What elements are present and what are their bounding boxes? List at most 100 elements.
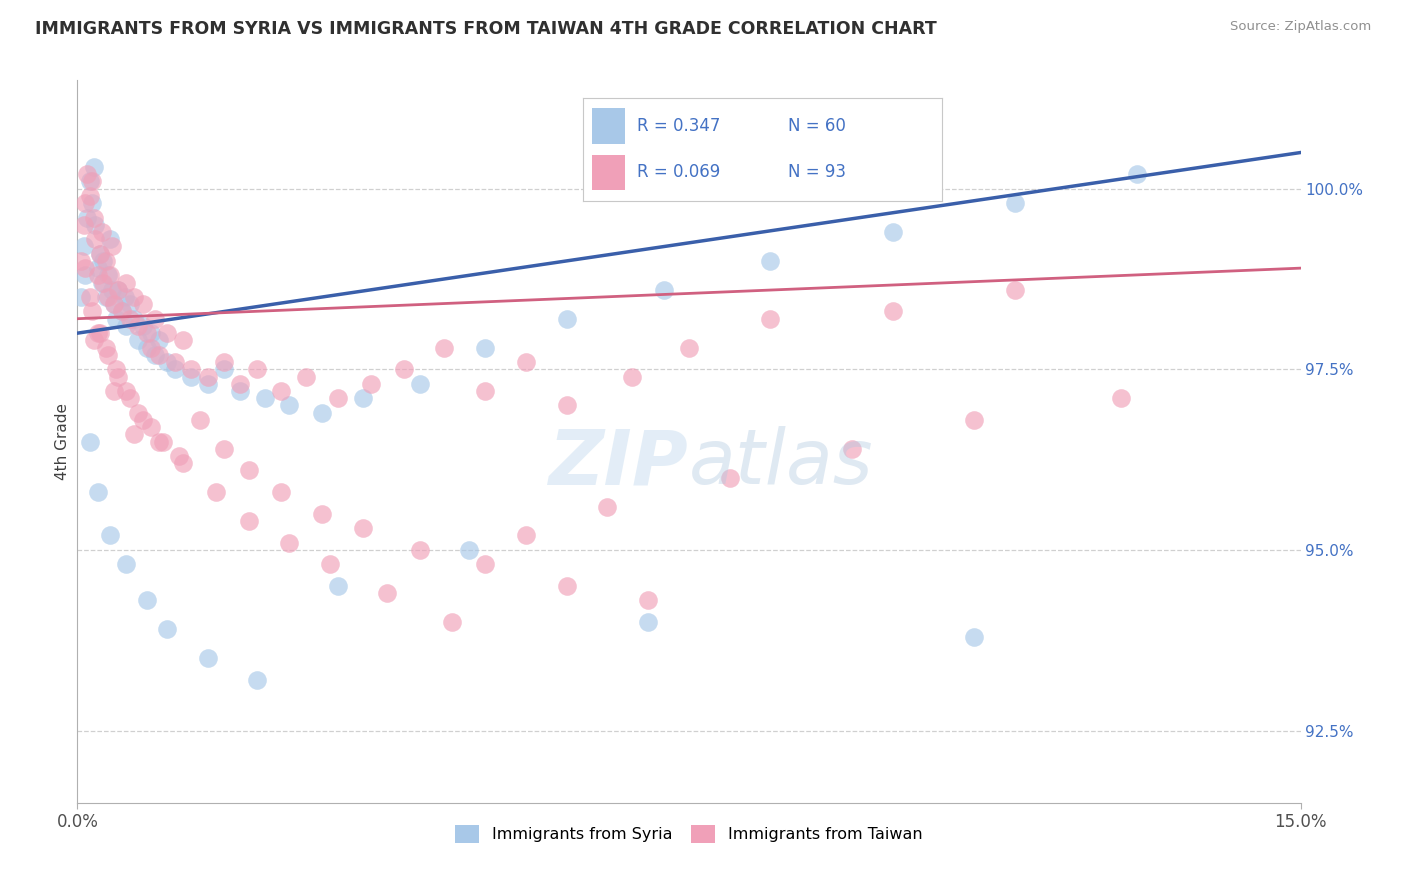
- Point: [180, 369, 202, 384]
- Point: [212, 442, 235, 456]
- Point: [70, 290, 93, 304]
- Point: [84, 218, 107, 232]
- Point: [328, 579, 350, 593]
- Point: [124, 311, 146, 326]
- Point: [311, 406, 333, 420]
- Point: [188, 413, 211, 427]
- Text: R = 0.347: R = 0.347: [637, 118, 721, 136]
- Point: [352, 521, 374, 535]
- Point: [1109, 391, 1132, 405]
- Point: [238, 514, 260, 528]
- Text: Source: ZipAtlas.com: Source: ZipAtlas.com: [1230, 20, 1371, 33]
- Point: [197, 376, 219, 391]
- Point: [841, 442, 863, 456]
- Point: [409, 543, 432, 558]
- Text: IMMIGRANTS FROM SYRIA VS IMMIGRANTS FROM TAIWAN 4TH GRADE CORRELATION CHART: IMMIGRANTS FROM SYRIA VS IMMIGRANTS FROM…: [35, 20, 936, 37]
- Point: [105, 311, 128, 326]
- Text: ZIP: ZIP: [550, 426, 689, 500]
- Point: [392, 362, 415, 376]
- Point: [127, 334, 149, 348]
- Point: [127, 406, 149, 420]
- Point: [89, 246, 111, 260]
- Point: [111, 304, 134, 318]
- Point: [270, 384, 292, 398]
- Bar: [592, 154, 624, 190]
- Point: [409, 376, 432, 391]
- Point: [963, 630, 986, 644]
- Point: [135, 593, 157, 607]
- Point: [115, 558, 138, 572]
- Point: [90, 225, 112, 239]
- Point: [97, 268, 120, 283]
- Point: [156, 326, 179, 341]
- Point: [98, 268, 121, 283]
- Text: N = 93: N = 93: [787, 163, 846, 181]
- Point: [100, 283, 122, 297]
- Point: [253, 391, 276, 405]
- Point: [246, 362, 269, 376]
- Point: [172, 334, 194, 348]
- Point: [759, 253, 782, 268]
- Point: [94, 341, 117, 355]
- Point: [328, 391, 350, 405]
- Point: [103, 384, 125, 398]
- Point: [94, 290, 117, 304]
- Point: [120, 311, 142, 326]
- Point: [75, 261, 97, 276]
- Point: [120, 391, 142, 405]
- Point: [107, 369, 129, 384]
- Y-axis label: 4th Grade: 4th Grade: [55, 403, 70, 480]
- Point: [114, 290, 136, 304]
- Point: [124, 290, 146, 304]
- Point: [278, 535, 301, 549]
- Point: [83, 334, 105, 348]
- Point: [131, 413, 153, 427]
- Point: [83, 160, 105, 174]
- Point: [93, 253, 115, 268]
- Point: [212, 355, 235, 369]
- Point: [143, 348, 166, 362]
- Point: [1126, 167, 1149, 181]
- Point: [139, 326, 162, 341]
- Point: [75, 268, 97, 283]
- Point: [515, 528, 537, 542]
- Point: [637, 593, 659, 607]
- Legend: Immigrants from Syria, Immigrants from Taiwan: Immigrants from Syria, Immigrants from T…: [449, 819, 929, 849]
- Point: [148, 434, 170, 449]
- Point: [87, 261, 110, 276]
- Point: [98, 232, 121, 246]
- Point: [278, 398, 301, 412]
- Point: [73, 218, 96, 232]
- Point: [87, 485, 110, 500]
- Point: [718, 471, 741, 485]
- Point: [87, 268, 110, 283]
- Point: [963, 413, 986, 427]
- Point: [76, 167, 98, 181]
- Point: [97, 290, 120, 304]
- Point: [294, 369, 316, 384]
- Bar: [592, 108, 624, 145]
- Point: [555, 311, 578, 326]
- Point: [70, 253, 93, 268]
- Point: [79, 434, 101, 449]
- Point: [246, 673, 269, 687]
- Point: [229, 376, 252, 391]
- Point: [131, 318, 153, 333]
- Point: [97, 348, 120, 362]
- Point: [474, 384, 496, 398]
- Point: [433, 341, 456, 355]
- Point: [654, 283, 676, 297]
- Point: [515, 355, 537, 369]
- Point: [115, 384, 138, 398]
- Point: [620, 369, 643, 384]
- Point: [882, 225, 904, 239]
- Point: [89, 246, 111, 260]
- Point: [90, 276, 112, 290]
- Point: [100, 239, 122, 253]
- Point: [94, 253, 117, 268]
- Point: [83, 211, 105, 225]
- Point: [197, 651, 219, 665]
- Point: [87, 326, 110, 341]
- Point: [555, 398, 578, 412]
- Point: [1004, 196, 1026, 211]
